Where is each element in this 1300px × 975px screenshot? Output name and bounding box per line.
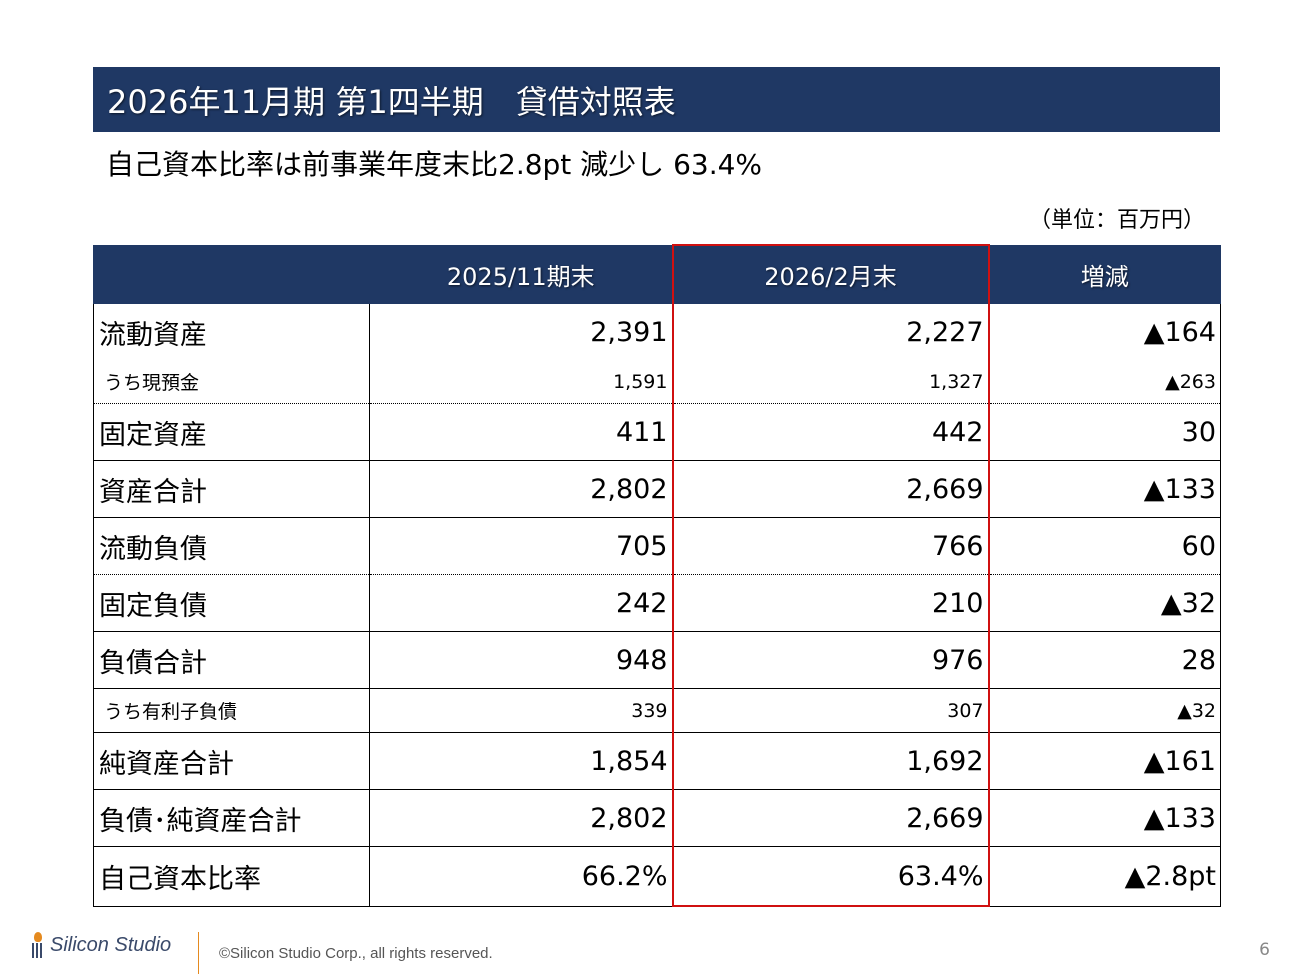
table-row: 固定負債 242 210 ▲32 <box>93 574 1221 632</box>
value-diff: ▲133 <box>988 789 1221 847</box>
value-diff: ▲164 <box>988 303 1221 360</box>
value-curr: 2,669 <box>671 460 990 518</box>
value-curr: 210 <box>671 574 990 632</box>
table-header-row: 2025/11期末 2026/2月末 増減 <box>93 244 1221 304</box>
balance-sheet-table: 2025/11期末 2026/2月末 増減 流動資産 2,391 2,227 ▲… <box>93 244 1221 907</box>
value-diff: ▲161 <box>988 732 1221 790</box>
value-prev: 1,591 <box>369 360 673 404</box>
row-label: 固定負債 <box>93 574 370 632</box>
value-prev: 2,802 <box>369 789 673 847</box>
value-diff: ▲2.8pt <box>988 846 1221 907</box>
table-row: うち現預金 1,591 1,327 ▲263 <box>93 360 1221 404</box>
header-prev-period: 2025/11期末 <box>369 244 673 304</box>
row-label: 純資産合計 <box>93 732 370 790</box>
row-label: うち現預金 <box>93 360 370 404</box>
page-number: 6 <box>1259 940 1270 960</box>
value-curr: 2,227 <box>671 303 990 360</box>
value-prev: 411 <box>369 403 673 461</box>
table-row: 流動資産 2,391 2,227 ▲164 <box>93 303 1221 360</box>
table-row: 自己資本比率 66.2% 63.4% ▲2.8pt <box>93 846 1221 907</box>
value-diff: ▲32 <box>988 574 1221 632</box>
value-curr: 976 <box>671 631 990 689</box>
value-diff: 60 <box>988 517 1221 575</box>
slide-subtitle: 自己資本比率は前事業年度末比2.8pt 減少し 63.4% <box>106 148 763 181</box>
value-prev: 339 <box>369 688 673 733</box>
table-row: 資産合計 2,802 2,669 ▲133 <box>93 460 1221 518</box>
header-change: 増減 <box>988 244 1221 304</box>
logo-text: Silicon Studio <box>50 933 172 956</box>
value-curr: 442 <box>671 403 990 461</box>
torch-pillar-icon <box>30 932 46 958</box>
footer-divider <box>198 932 199 974</box>
value-curr: 2,669 <box>671 789 990 847</box>
table-row: 固定資産 411 442 30 <box>93 403 1221 461</box>
table-row: 純資産合計 1,854 1,692 ▲161 <box>93 732 1221 790</box>
value-prev: 2,802 <box>369 460 673 518</box>
value-prev: 1,854 <box>369 732 673 790</box>
slide-title: 2026年11月期 第1四半期 貸借対照表 <box>107 82 676 121</box>
value-curr: 1,692 <box>671 732 990 790</box>
value-diff: ▲133 <box>988 460 1221 518</box>
header-current-period: 2026/2月末 <box>671 244 990 304</box>
header-label <box>93 244 370 304</box>
value-diff: ▲263 <box>988 360 1221 404</box>
value-prev: 705 <box>369 517 673 575</box>
table-row: うち有利子負債 339 307 ▲32 <box>93 688 1221 733</box>
unit-note: （単位：百万円） <box>1028 208 1205 233</box>
row-label: 流動負債 <box>93 517 370 575</box>
value-prev: 66.2% <box>369 846 673 907</box>
table-row: 負債･純資産合計 2,802 2,669 ▲133 <box>93 789 1221 847</box>
row-label: 負債･純資産合計 <box>93 789 370 847</box>
row-label: うち有利子負債 <box>93 688 370 733</box>
value-curr: 1,327 <box>671 360 990 404</box>
row-label: 負債合計 <box>93 631 370 689</box>
table-row: 負債合計 948 976 28 <box>93 631 1221 689</box>
row-label: 資産合計 <box>93 460 370 518</box>
row-label: 流動資産 <box>93 303 370 360</box>
value-diff: ▲32 <box>988 688 1221 733</box>
value-diff: 30 <box>988 403 1221 461</box>
value-prev: 2,391 <box>369 303 673 360</box>
company-logo: Silicon Studio <box>30 932 171 958</box>
copyright-text: ©Silicon Studio Corp., all rights reserv… <box>219 945 493 962</box>
value-prev: 242 <box>369 574 673 632</box>
value-curr: 766 <box>671 517 990 575</box>
value-prev: 948 <box>369 631 673 689</box>
table-row: 流動負債 705 766 60 <box>93 517 1221 575</box>
row-label: 固定資産 <box>93 403 370 461</box>
value-diff: 28 <box>988 631 1221 689</box>
value-curr: 63.4% <box>671 846 990 907</box>
row-label: 自己資本比率 <box>93 846 370 907</box>
value-curr: 307 <box>671 688 990 733</box>
title-bar: 2026年11月期 第1四半期 貸借対照表 <box>93 67 1220 132</box>
